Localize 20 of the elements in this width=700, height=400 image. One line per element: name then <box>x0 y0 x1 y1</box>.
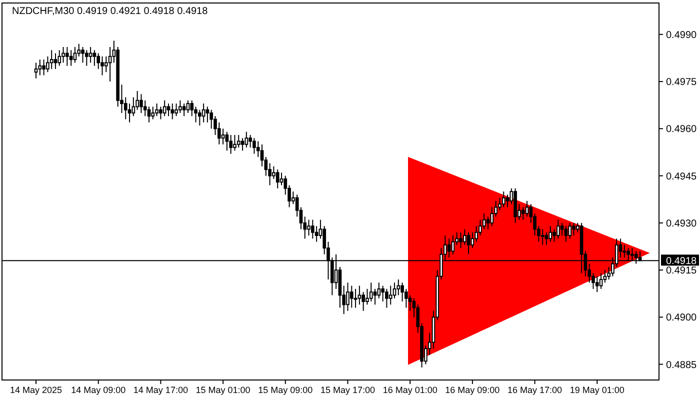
x-tick-label: 14 May 09:00 <box>71 385 126 395</box>
x-tick-label: 15 May 17:00 <box>320 385 376 395</box>
y-tick-label: 0.4960 <box>666 124 698 136</box>
y-tick-label: 0.4930 <box>666 218 698 230</box>
y-tick-label: 0.4915 <box>666 266 698 277</box>
x-tick-label: 16 May 09:00 <box>445 385 500 395</box>
chart-title: NZDCHF,M30 0.4919 0.4921 0.4918 0.4918 <box>12 6 208 17</box>
x-tick-label: 14 May 17:00 <box>133 385 188 395</box>
x-tick-label: 19 May 01:00 <box>570 385 624 395</box>
x-tick-label: 16 May 17:00 <box>508 385 562 395</box>
y-tick-label: 0.4990 <box>666 30 698 41</box>
y-tick-label: 0.4885 <box>666 360 698 371</box>
y-tick-label: 0.4975 <box>666 77 698 88</box>
ref-line-label: 0.4918 <box>666 256 698 268</box>
x-tick-label: 16 May 01:00 <box>382 385 438 395</box>
y-tick-label: 0.4900 <box>666 312 698 324</box>
y-tick-label: 0.4945 <box>666 171 698 182</box>
x-tick-label: 15 May 01:00 <box>196 385 250 395</box>
x-tick-label: 15 May 09:00 <box>258 385 313 395</box>
x-tick-label: 14 May 2025 <box>10 385 62 395</box>
